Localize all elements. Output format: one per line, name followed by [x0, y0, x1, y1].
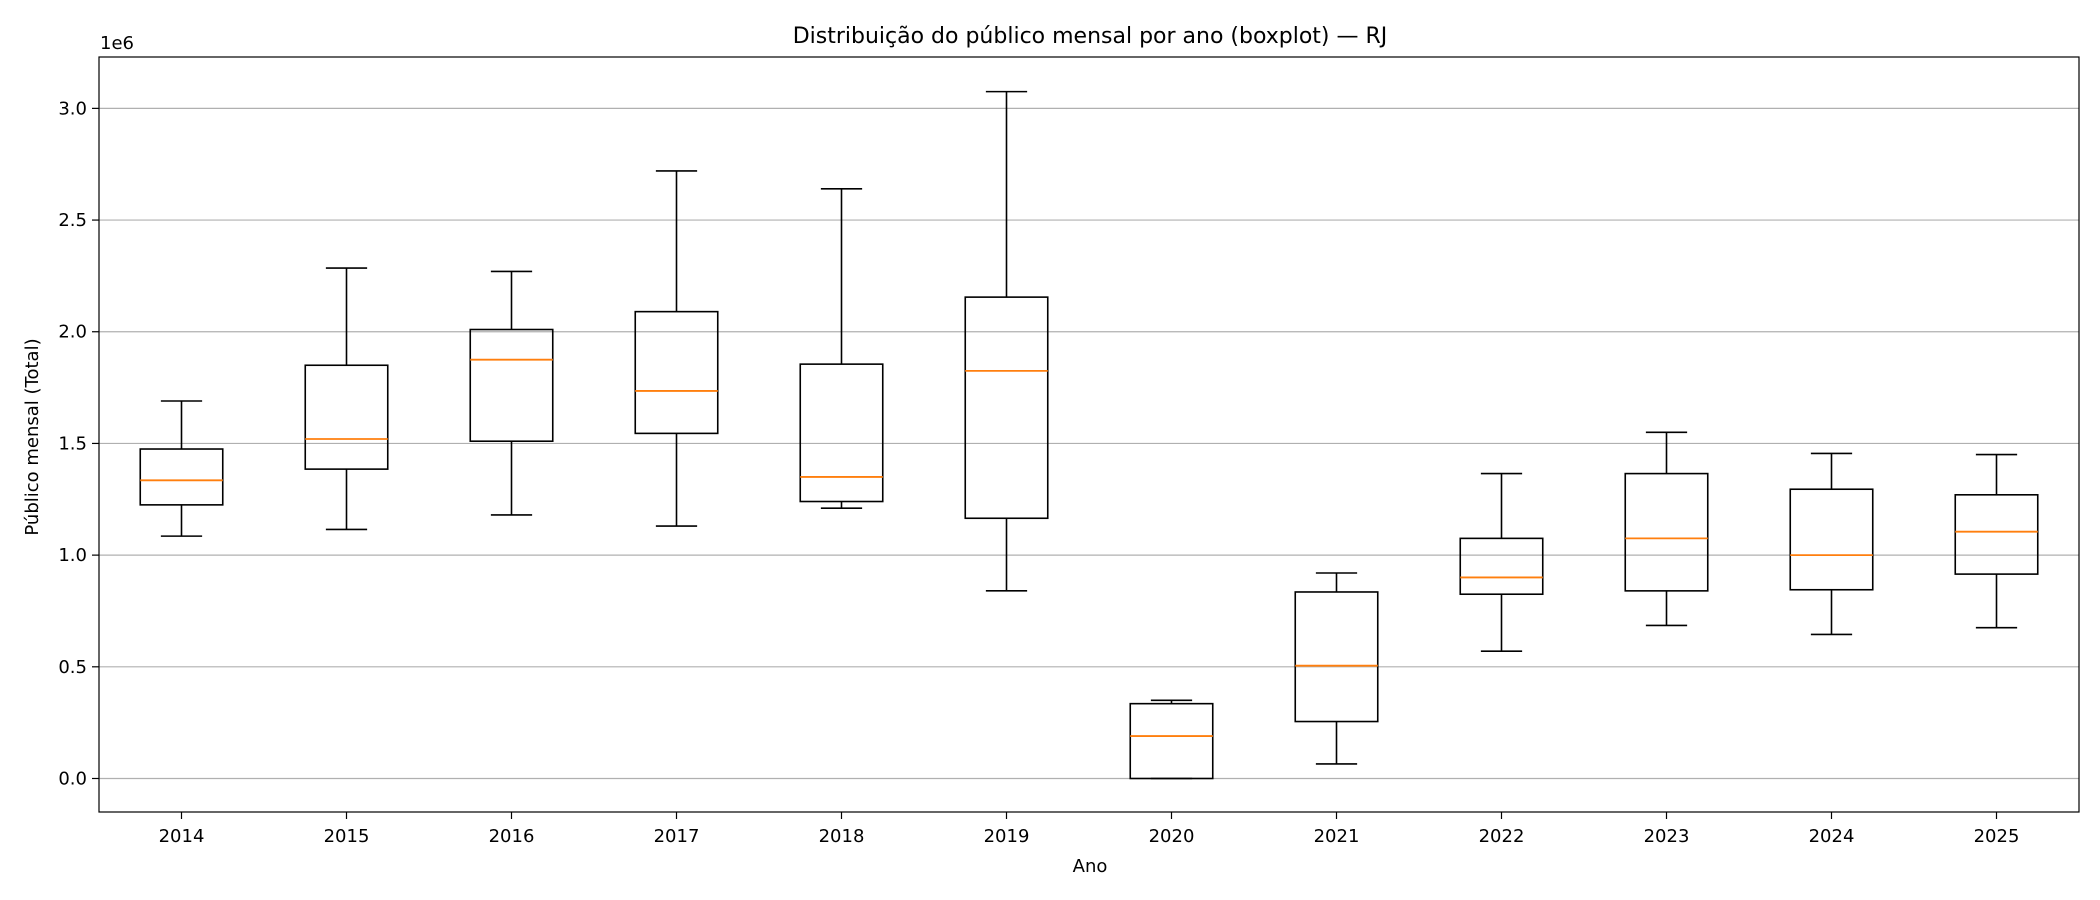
y-tick-label: 2.0	[58, 322, 87, 343]
box-2017	[634, 170, 719, 527]
iqr-box	[964, 296, 1049, 520]
y-axis: 0.0 0.5 1.0 1.5 2.0 2.5 3.0	[58, 98, 99, 789]
box-2018	[799, 187, 884, 510]
x-tick-label: 2015	[324, 826, 370, 847]
box-2015	[304, 267, 389, 531]
x-tick-label: 2020	[1149, 826, 1195, 847]
plot-area	[139, 90, 2039, 780]
y-tick-label: 1.5	[58, 433, 87, 454]
plot-frame	[98, 56, 2080, 813]
x-tick-label: 2021	[1314, 826, 1360, 847]
box-2016	[469, 270, 554, 516]
iqr-box	[1954, 494, 2039, 575]
y-tick-label: 3.0	[58, 98, 87, 119]
iqr-box	[1624, 472, 1709, 592]
chart-title: Distribuição do público mensal por ano (…	[793, 24, 1388, 49]
y-tick-label: 0.5	[58, 657, 87, 678]
x-tick-label: 2016	[489, 826, 535, 847]
y-tick-label: 1.0	[58, 545, 87, 566]
iqr-box	[799, 363, 884, 503]
x-axis-label: Ano	[1073, 856, 1108, 877]
box-2020	[1129, 699, 1214, 780]
iqr-box	[1789, 488, 1874, 591]
x-tick-label: 2022	[1479, 826, 1525, 847]
x-tick-label: 2014	[159, 826, 205, 847]
x-tick-label: 2025	[1974, 826, 2020, 847]
iqr-box	[304, 364, 389, 470]
x-axis: 2014 2015 2016 2017 2018 2019 2020 2021 2022 2023…	[159, 812, 2020, 847]
y-tick-label: 2.5	[58, 210, 87, 231]
box-2024	[1789, 452, 1874, 636]
x-tick-label: 2023	[1644, 826, 1690, 847]
box-2021	[1294, 572, 1379, 765]
iqr-box	[1459, 537, 1544, 596]
box-2025	[1954, 453, 2039, 629]
y-offset-label: 1e6	[100, 33, 134, 54]
y-axis-label: Público mensal (Total)	[22, 338, 43, 535]
iqr-box	[1294, 591, 1379, 723]
x-tick-label: 2019	[984, 826, 1030, 847]
iqr-box	[1129, 702, 1214, 780]
iqr-box	[634, 310, 719, 435]
x-tick-label: 2018	[819, 826, 865, 847]
y-tick-label: 0.0	[58, 768, 87, 789]
grid-lines	[99, 107, 2079, 780]
x-tick-label: 2017	[654, 826, 700, 847]
box-2023	[1624, 431, 1709, 627]
box-2022	[1459, 472, 1544, 652]
box-2019	[964, 90, 1049, 592]
iqr-box	[139, 448, 224, 506]
box-2014	[139, 400, 224, 537]
iqr-box	[469, 328, 554, 443]
x-tick-label: 2024	[1809, 826, 1855, 847]
